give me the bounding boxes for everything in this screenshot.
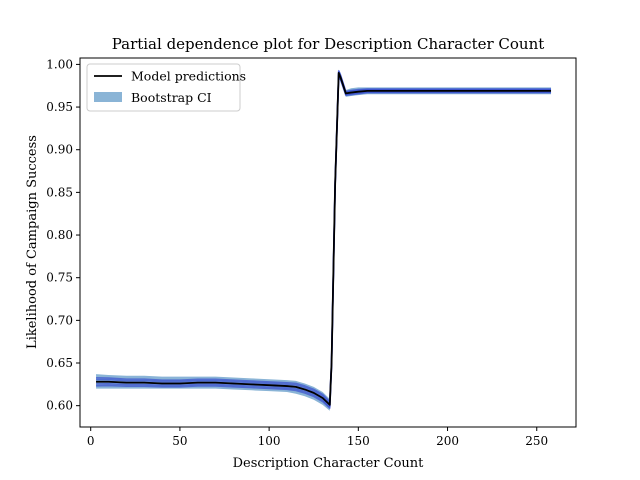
legend: Model predictions Bootstrap CI [86, 63, 246, 112]
y-tick-label: 0.65 [46, 356, 73, 370]
x-tick-label: 250 [525, 434, 548, 448]
legend-label-bootstrap-ci: Bootstrap CI [131, 90, 212, 105]
y-tick-label: 0.60 [46, 399, 73, 413]
x-tick-label: 0 [87, 434, 95, 448]
chart-title: Partial dependence plot for Description … [112, 35, 545, 53]
y-axis-label: Likelihood of Campaign Success [25, 135, 40, 349]
x-tick-label: 50 [172, 434, 187, 448]
y-tick-label: 0.95 [46, 100, 73, 114]
x-tick-label: 100 [258, 434, 281, 448]
y-tick-label: 0.85 [46, 185, 73, 199]
bootstrap-sample-line-2 [96, 73, 552, 408]
x-tick-label: 200 [436, 434, 459, 448]
bootstrap-ci-band [96, 69, 552, 411]
bootstrap-ci-layer [96, 69, 552, 411]
x-axis-ticks: 0 50 100 150 200 250 [87, 427, 548, 448]
legend-label-model-predictions: Model predictions [131, 69, 246, 84]
bootstrap-sample-line-5 [96, 70, 552, 403]
x-tick-label: 150 [347, 434, 370, 448]
y-tick-label: 0.75 [46, 271, 73, 285]
y-tick-label: 0.90 [46, 143, 73, 157]
y-tick-label: 1.00 [46, 57, 73, 71]
plot-area-frame [79, 57, 577, 428]
y-tick-label: 0.80 [46, 228, 73, 242]
bootstrap-sample-line-1 [96, 74, 552, 409]
prediction-lines-layer [96, 70, 552, 409]
y-axis-ticks: 0.60 0.65 0.70 0.75 0.80 0.85 0.90 0.95 1.00 [46, 57, 80, 413]
y-tick-label: 0.70 [46, 313, 73, 327]
x-axis-label: Description Character Count [233, 456, 425, 471]
legend-swatch-bootstrap-ci [94, 92, 122, 102]
legend-box [86, 63, 241, 112]
bootstrap-sample-line-4 [96, 70, 552, 404]
model-predictions-line [96, 72, 552, 406]
